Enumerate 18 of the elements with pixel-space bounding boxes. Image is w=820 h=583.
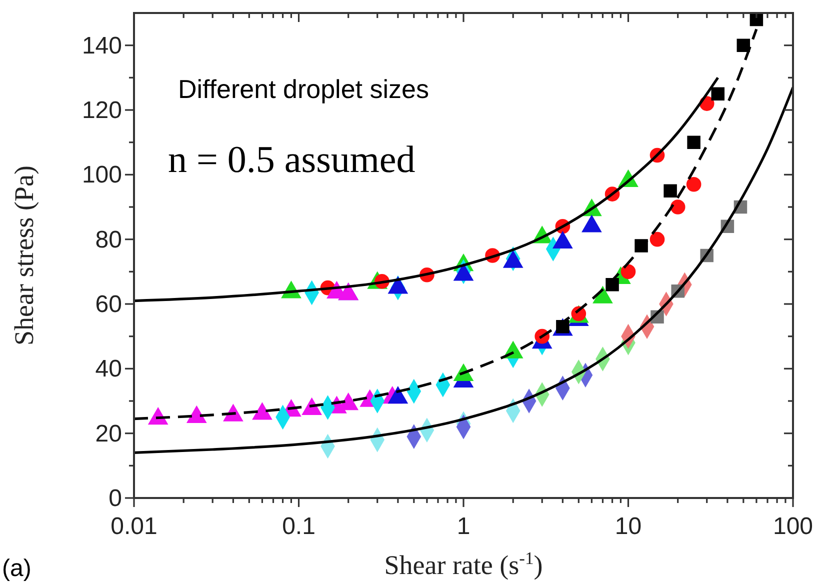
text: (a) [2, 555, 32, 582]
y-tick-label: 0 [108, 485, 122, 512]
y-tick-label: 60 [95, 291, 122, 318]
y-axis-title: Shear stress (Pa) [9, 166, 39, 346]
y-tick-label: 100 [82, 162, 122, 189]
y-tick-label: 40 [95, 356, 122, 383]
x-tick-label: 10 [614, 513, 642, 540]
x-tick-label: 1 [456, 513, 470, 540]
y-tick-label: 80 [95, 226, 122, 254]
annotation: n = 0.5 assumed [168, 139, 416, 181]
x-tick-label: 100 [772, 513, 814, 540]
x-tick-label: 0.01 [110, 513, 158, 540]
x-axis-title: Shear rate (s$^{-1}$) [384, 548, 543, 580]
y-tick-label: 120 [82, 97, 122, 124]
y-tick-label: 140 [82, 32, 122, 60]
annotation: Different droplet sizes [178, 74, 429, 104]
y-tick-label: 20 [95, 420, 122, 448]
x-tick-label: 0.1 [282, 513, 316, 540]
